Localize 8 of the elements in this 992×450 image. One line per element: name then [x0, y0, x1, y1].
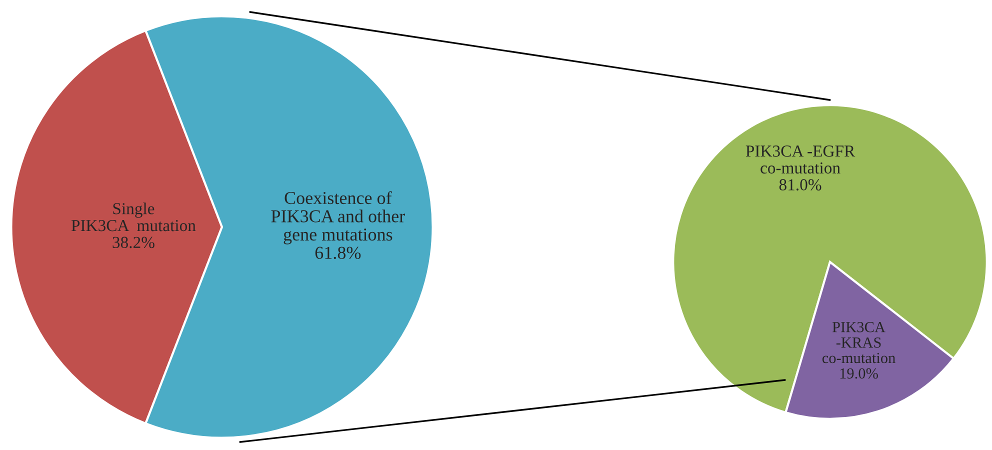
slice-label: Single PIK3CA mutation [71, 202, 196, 232]
slice-label: PIK3CA -KRAS co-mutation [822, 322, 896, 364]
slice-label: Coexistence of PIK3CA and other gene mutations [271, 191, 405, 244]
data-label: 81.0% [779, 179, 822, 190]
data-label: 19.0% [840, 368, 878, 379]
data-label: 38.2% [112, 236, 154, 248]
slice-label: PIK3CA -EGFR co-mutation [746, 146, 856, 174]
data-label: 61.8% [315, 246, 361, 260]
